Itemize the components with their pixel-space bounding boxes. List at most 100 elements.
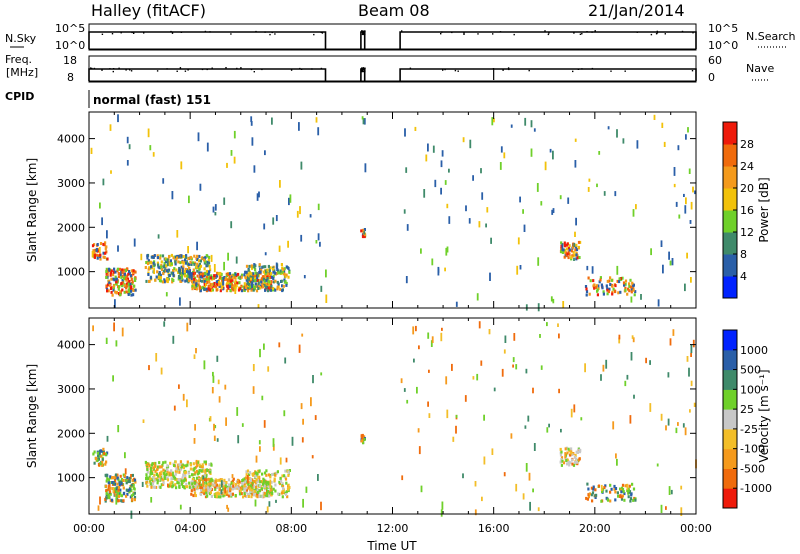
- power-cell: [616, 279, 619, 283]
- power-cell: [206, 272, 209, 276]
- velocity-cell: [559, 447, 562, 451]
- power-cell: [622, 281, 626, 285]
- velocity-cell: [160, 367, 163, 375]
- power-cell: [264, 285, 268, 289]
- velocity-cell: [618, 337, 621, 344]
- velocity-cell: [566, 462, 569, 466]
- power-cell: [224, 277, 227, 281]
- power-cell: [157, 234, 160, 239]
- velocity-cell: [205, 473, 208, 477]
- freq-point: [90, 67, 92, 69]
- velocity-cell: [234, 494, 237, 497]
- power-cell: [128, 280, 131, 283]
- power-cell: [184, 267, 188, 271]
- power-cell: [184, 274, 187, 278]
- velocity-cell: [462, 473, 464, 479]
- power-cell: [148, 279, 151, 283]
- velocity-cell: [245, 478, 248, 482]
- power-cell: [220, 272, 223, 276]
- velocity-cell: [285, 490, 288, 494]
- power-cell: [629, 285, 633, 289]
- velocity-x-axis: 00:00 04:00 08:00 12:00 16:00 20:00 00:00: [73, 318, 712, 535]
- velocity-cell: [510, 433, 513, 439]
- power-cell: [325, 269, 327, 278]
- nsky-point: [209, 31, 211, 33]
- velocity-cell: [186, 463, 189, 467]
- power-cell: [671, 258, 674, 266]
- velocity-cell: [162, 468, 165, 472]
- velocity-cell: [194, 424, 196, 431]
- velocity-cell: [116, 482, 119, 486]
- power-cell: [247, 277, 250, 281]
- power-cell: [584, 285, 588, 288]
- velocity-cell: [267, 473, 270, 477]
- velocity-cell: [629, 499, 632, 503]
- velocity-cell: [269, 479, 272, 489]
- power-cell: [640, 294, 642, 300]
- velocity-cell: [186, 399, 188, 408]
- power-cell: [272, 280, 276, 284]
- velocity-cell: [472, 376, 475, 380]
- power-cell: [162, 272, 165, 276]
- velocity-cell: [214, 487, 217, 491]
- velocity-cell: [274, 489, 277, 493]
- velocity-cell: [113, 478, 117, 481]
- velocity-cell: [205, 491, 208, 495]
- velocity-cell: [567, 447, 570, 451]
- velocity-colorbar-swatch: [723, 468, 737, 489]
- power-cell: [490, 237, 492, 244]
- power-cell: [110, 290, 113, 294]
- velocity-cell: [252, 484, 255, 488]
- velocity-cell: [301, 437, 304, 443]
- power-colorbar-tick-label: 24: [740, 160, 754, 173]
- power-cell: [191, 285, 194, 289]
- power-cell: [261, 285, 265, 288]
- power-cell: [272, 274, 275, 278]
- power-cell: [481, 192, 484, 200]
- velocity-cell: [667, 418, 670, 426]
- power-cell: [206, 260, 209, 264]
- velocity-cell: [406, 399, 409, 404]
- velocity-cell: [564, 457, 568, 461]
- velocity-cell: [147, 462, 150, 466]
- power-cell: [361, 116, 364, 120]
- velocity-cell: [249, 477, 252, 481]
- velocity-cell: [515, 483, 518, 492]
- power-cell: [105, 245, 108, 249]
- nsky-point: [364, 33, 366, 35]
- velocity-cell: [675, 427, 678, 434]
- velocity-cell: [250, 484, 253, 488]
- velocity-cell: [515, 364, 518, 370]
- power-cell: [205, 269, 208, 273]
- velocity-cell: [134, 480, 137, 484]
- power-cell: [265, 278, 268, 282]
- velocity-cell: [118, 483, 121, 487]
- velocity-cell: [179, 460, 182, 464]
- power-cell: [420, 248, 422, 254]
- power-cell: [685, 134, 687, 140]
- velocity-cell: [153, 473, 156, 477]
- velocity-cell: [210, 463, 213, 467]
- power-cell: [585, 287, 588, 291]
- velocity-cell: [455, 414, 458, 418]
- velocity-cell: [261, 472, 264, 476]
- power-cell: [274, 288, 277, 292]
- velocity-cell: [559, 460, 562, 464]
- power-cell: [244, 276, 247, 280]
- power-cell: [109, 287, 113, 290]
- velocity-cell: [99, 462, 102, 466]
- power-cell: [188, 262, 191, 266]
- freq-point: [362, 67, 364, 69]
- velocity-cell: [252, 493, 256, 497]
- velocity-cell: [204, 462, 207, 466]
- power-cell: [198, 267, 201, 271]
- power-cell: [276, 280, 279, 284]
- velocity-cell: [127, 478, 130, 482]
- velocity-cell: [158, 461, 161, 465]
- velocity-cell: [261, 395, 264, 401]
- velocity-cell: [254, 499, 257, 507]
- velocity-cell: [291, 436, 294, 446]
- velocity-cell: [122, 479, 125, 482]
- velocity-cell: [539, 334, 541, 338]
- power-cell: [673, 183, 676, 188]
